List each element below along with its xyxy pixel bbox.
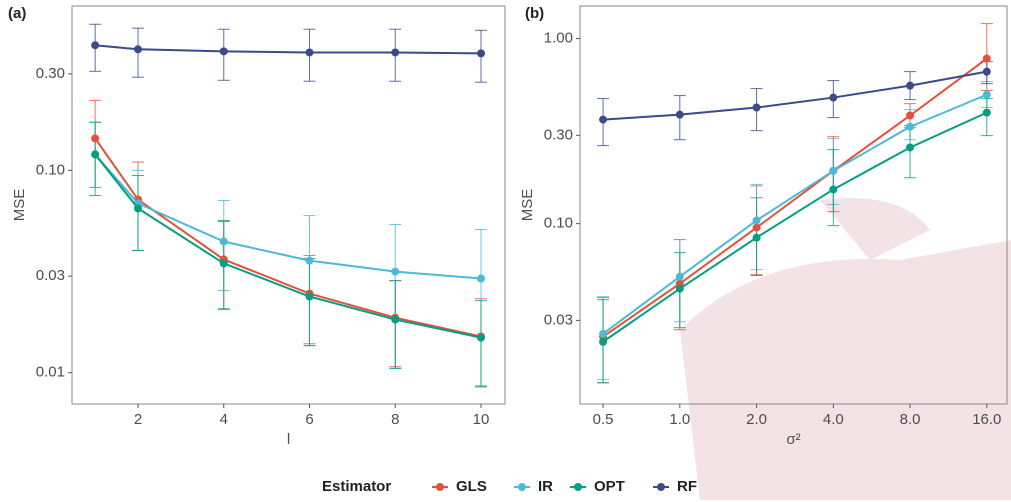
- point: [476, 49, 485, 58]
- series-line: [94, 153, 482, 280]
- point: [906, 111, 915, 120]
- y-tick-label: 0.03: [544, 311, 573, 328]
- point: [982, 67, 991, 76]
- x-tick-label: 16.0: [972, 411, 1001, 428]
- point: [305, 48, 314, 57]
- point: [599, 337, 608, 346]
- x-tick-label: 8.0: [900, 411, 921, 428]
- point: [829, 93, 838, 102]
- y-tick-label: 0.30: [36, 65, 65, 82]
- point: [906, 81, 915, 90]
- point: [391, 315, 400, 324]
- point: [599, 115, 608, 124]
- point: [91, 41, 100, 50]
- legend-dot: [436, 483, 444, 491]
- x-tick-label: 0.5: [593, 411, 614, 428]
- point: [134, 45, 143, 54]
- legend-label: RF: [677, 478, 697, 495]
- x-tick-label: 4.0: [823, 411, 844, 428]
- y-tick-label: 0.10: [544, 215, 573, 232]
- point: [752, 103, 761, 112]
- point: [219, 237, 228, 246]
- point: [476, 333, 485, 342]
- point: [752, 233, 761, 242]
- point: [982, 54, 991, 63]
- y-tick-label: 1.00: [544, 30, 573, 47]
- point: [906, 143, 915, 152]
- point: [391, 267, 400, 276]
- point: [476, 274, 485, 283]
- x-tick-label: 2: [134, 411, 142, 428]
- series-line: [602, 70, 987, 121]
- x-axis-label: σ²: [786, 431, 800, 448]
- legend-dot: [657, 483, 665, 491]
- series-line: [94, 137, 482, 338]
- y-axis-label: MSE: [519, 189, 536, 222]
- x-tick-label: 4: [220, 411, 228, 428]
- plot-area: [71, 5, 506, 405]
- panel-label: (b): [525, 5, 544, 22]
- point: [982, 90, 991, 99]
- x-tick-label: 10: [473, 411, 490, 428]
- point: [219, 47, 228, 56]
- legend-dot: [574, 483, 582, 491]
- legend-label: IR: [538, 478, 553, 495]
- point: [829, 185, 838, 194]
- point: [391, 48, 400, 57]
- legend-label: GLS: [456, 478, 487, 495]
- y-axis-label: MSE: [11, 189, 28, 222]
- y-tick-label: 0.10: [36, 161, 65, 178]
- plot-area: [579, 5, 1008, 405]
- point: [91, 150, 100, 159]
- watermark: [680, 198, 1011, 500]
- x-tick-label: 2.0: [746, 411, 767, 428]
- x-tick-label: 1.0: [669, 411, 690, 428]
- point: [675, 272, 684, 281]
- series-line: [602, 57, 988, 338]
- series-line: [602, 111, 988, 343]
- series-line: [94, 153, 482, 339]
- point: [982, 108, 991, 117]
- series-line: [95, 44, 482, 55]
- legend-dot: [518, 483, 526, 491]
- point: [91, 134, 100, 143]
- point: [752, 223, 761, 232]
- y-tick-label: 0.03: [36, 267, 65, 284]
- point: [305, 256, 314, 265]
- series-line: [602, 93, 988, 335]
- y-tick-label: 0.01: [36, 364, 65, 381]
- point: [219, 259, 228, 268]
- x-axis-label: l: [287, 431, 290, 448]
- legend-title: Estimator: [322, 478, 391, 495]
- point: [906, 122, 915, 131]
- point: [752, 216, 761, 225]
- point: [134, 204, 143, 213]
- panel-label: (a): [8, 5, 26, 22]
- point: [675, 110, 684, 119]
- y-tick-label: 0.30: [544, 126, 573, 143]
- point: [829, 166, 838, 175]
- point: [305, 292, 314, 301]
- legend-label: OPT: [594, 478, 625, 495]
- point: [675, 284, 684, 293]
- point: [599, 329, 608, 338]
- x-tick-label: 6: [305, 411, 313, 428]
- x-tick-label: 8: [391, 411, 399, 428]
